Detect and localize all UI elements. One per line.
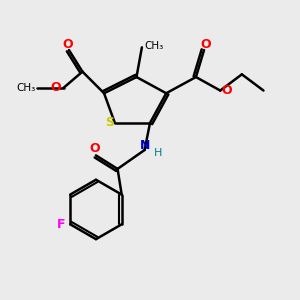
Text: CH₃: CH₃: [16, 83, 35, 93]
Text: O: O: [200, 38, 211, 51]
Text: O: O: [89, 142, 100, 155]
Text: O: O: [50, 81, 61, 94]
Text: F: F: [56, 218, 65, 231]
Text: H: H: [154, 148, 162, 158]
Text: CH₃: CH₃: [144, 41, 164, 51]
Text: O: O: [222, 84, 232, 97]
Text: O: O: [62, 38, 73, 51]
Text: N: N: [140, 140, 150, 152]
Text: S: S: [106, 116, 115, 130]
